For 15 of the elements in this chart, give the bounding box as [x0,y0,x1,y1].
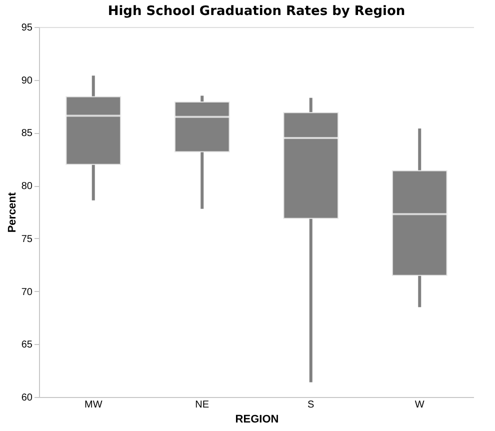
chart-title: High School Graduation Rates by Region [108,4,406,19]
y-tick-label: 75 [21,234,33,245]
y-tick-label: 60 [21,392,33,404]
y-tick-label: 85 [21,128,33,140]
x-tick-label: NE [195,400,210,410]
y-tick-label: 90 [21,75,33,86]
y-tick-label: 65 [21,340,33,351]
y-tick-label: 95 [21,22,33,34]
y-tick-label: 70 [21,286,33,298]
x-tick-label: S [308,400,315,410]
y-tick-label: 80 [21,181,33,192]
y-axis-title: Percent [6,192,18,233]
x-tick-label: W [414,400,425,410]
x-tick-label: MW [84,400,103,410]
x-axis-title: REGION [235,414,279,426]
